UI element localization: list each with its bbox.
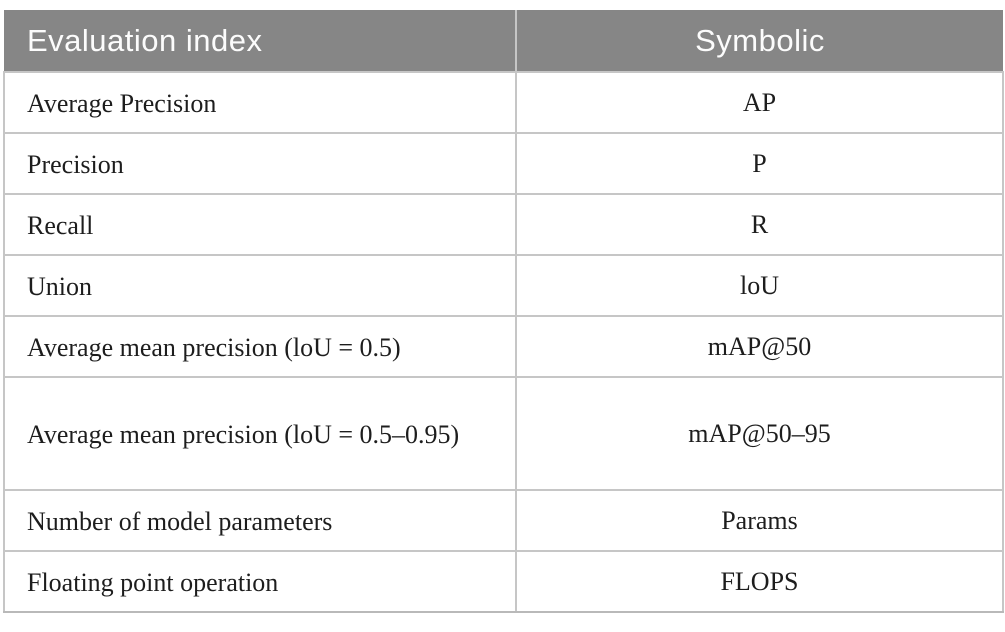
cell-text: Floating point operation [27, 568, 279, 598]
table-row: Precision P [3, 133, 1004, 195]
cell-symbolic: R [515, 194, 1004, 256]
cell-text: Average Precision [27, 89, 217, 119]
cell-symbolic: mAP@50–95 [515, 377, 1004, 491]
table-row: Floating point operation FLOPS [3, 551, 1004, 613]
evaluation-metrics-table: Evaluation index Symbolic Average Precis… [3, 10, 1004, 613]
table-row: Union loU [3, 255, 1004, 317]
column-header-symbolic: Symbolic [516, 10, 1003, 73]
table-header-row: Evaluation index Symbolic [4, 10, 1003, 73]
cell-symbolic: P [515, 133, 1004, 195]
cell-symbolic: FLOPS [515, 551, 1004, 613]
table-row: Number of model parameters Params [3, 490, 1004, 552]
cell-evaluation-index: Average Precision [3, 72, 517, 134]
table-row: Average mean precision (loU = 0.5–0.95) … [3, 377, 1004, 491]
cell-text: Union [27, 272, 92, 302]
cell-symbolic: Params [515, 490, 1004, 552]
cell-text: Precision [27, 150, 124, 180]
cell-text: Recall [27, 211, 94, 241]
cell-text: Average mean precision (loU = 0.5–0.95) [27, 420, 460, 450]
table-row: Average Precision AP [3, 72, 1004, 134]
table-row: Recall R [3, 194, 1004, 256]
cell-evaluation-index: Floating point operation [3, 551, 517, 613]
cell-symbolic: mAP@50 [515, 316, 1004, 378]
cell-evaluation-index: Average mean precision (loU = 0.5) [3, 316, 517, 378]
cell-text: Average mean precision (loU = 0.5) [27, 333, 401, 363]
cell-symbolic: AP [515, 72, 1004, 134]
cell-symbolic: loU [515, 255, 1004, 317]
cell-evaluation-index: Recall [3, 194, 517, 256]
cell-evaluation-index: Number of model parameters [3, 490, 517, 552]
column-header-evaluation-index: Evaluation index [4, 10, 517, 73]
table-row: Average mean precision (loU = 0.5) mAP@5… [3, 316, 1004, 378]
cell-evaluation-index: Union [3, 255, 517, 317]
cell-evaluation-index: Precision [3, 133, 517, 195]
cell-evaluation-index: Average mean precision (loU = 0.5–0.95) [3, 377, 517, 491]
cell-text: Number of model parameters [27, 507, 333, 537]
